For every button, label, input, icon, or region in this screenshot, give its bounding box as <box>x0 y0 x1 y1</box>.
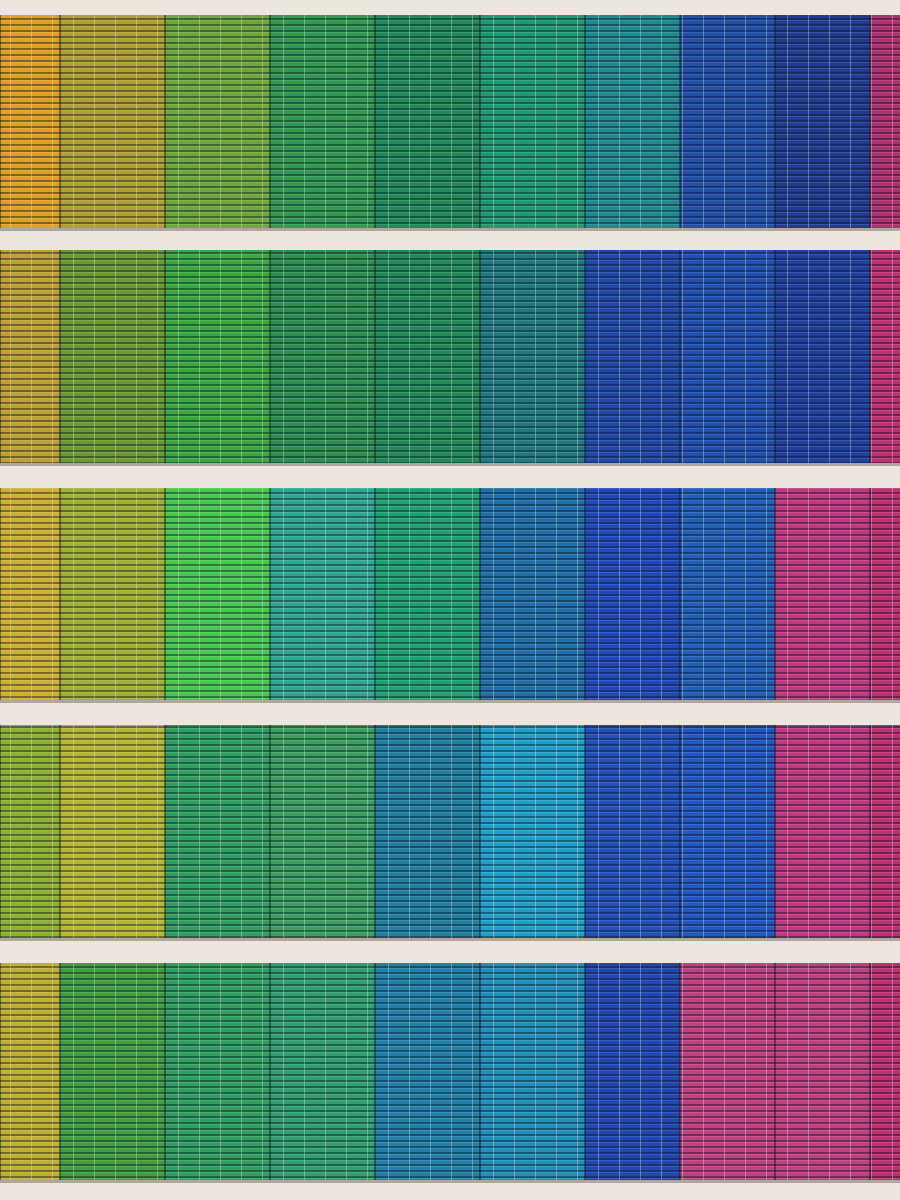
blind-cords <box>585 488 680 700</box>
floor-shadow <box>0 463 900 466</box>
blind-cords <box>375 963 480 1180</box>
blind-cords <box>60 250 165 463</box>
blind-cords <box>870 488 900 700</box>
blind-cords <box>775 725 870 938</box>
blind-cords <box>270 250 375 463</box>
blind-cords <box>585 963 680 1180</box>
blind-cords <box>375 15 480 228</box>
blind-cords <box>480 15 585 228</box>
blind-cords <box>680 725 775 938</box>
blind-cords <box>870 725 900 938</box>
blind-cords <box>60 488 165 700</box>
blind-cords <box>870 250 900 463</box>
blind-cords <box>60 725 165 938</box>
blind-cords <box>270 488 375 700</box>
blind-cords <box>480 488 585 700</box>
blind-cords <box>680 488 775 700</box>
blind-cords <box>60 15 165 228</box>
blind-cords <box>165 488 270 700</box>
blind-cords <box>165 963 270 1180</box>
blind-cords <box>480 725 585 938</box>
blind-cords <box>0 963 60 1180</box>
blind-cords <box>775 15 870 228</box>
blind-cords <box>585 250 680 463</box>
blind-cords <box>775 488 870 700</box>
blind-cords <box>270 725 375 938</box>
blind-cords <box>375 250 480 463</box>
blind-cords <box>870 15 900 228</box>
blind-cords <box>0 488 60 700</box>
floor-shadow <box>0 1180 900 1183</box>
blind-cords <box>870 963 900 1180</box>
floor-shadow <box>0 938 900 941</box>
floor-shadow <box>0 228 900 231</box>
blind-cords <box>270 963 375 1180</box>
blind-cords <box>165 725 270 938</box>
blind-cords <box>270 15 375 228</box>
blind-cords <box>375 488 480 700</box>
blind-cords <box>60 963 165 1180</box>
blind-cords <box>0 250 60 463</box>
blind-cords <box>680 15 775 228</box>
blind-cords <box>775 250 870 463</box>
blind-cords <box>0 15 60 228</box>
blind-cords <box>585 15 680 228</box>
floor-shadow <box>0 700 900 703</box>
blind-cords <box>585 725 680 938</box>
blind-cords <box>480 250 585 463</box>
blind-cords <box>165 250 270 463</box>
blind-cords <box>165 15 270 228</box>
blind-cords <box>0 725 60 938</box>
blind-cords <box>680 250 775 463</box>
blind-cords <box>775 963 870 1180</box>
blind-cords <box>375 725 480 938</box>
blind-cords <box>480 963 585 1180</box>
blind-cords <box>680 963 775 1180</box>
